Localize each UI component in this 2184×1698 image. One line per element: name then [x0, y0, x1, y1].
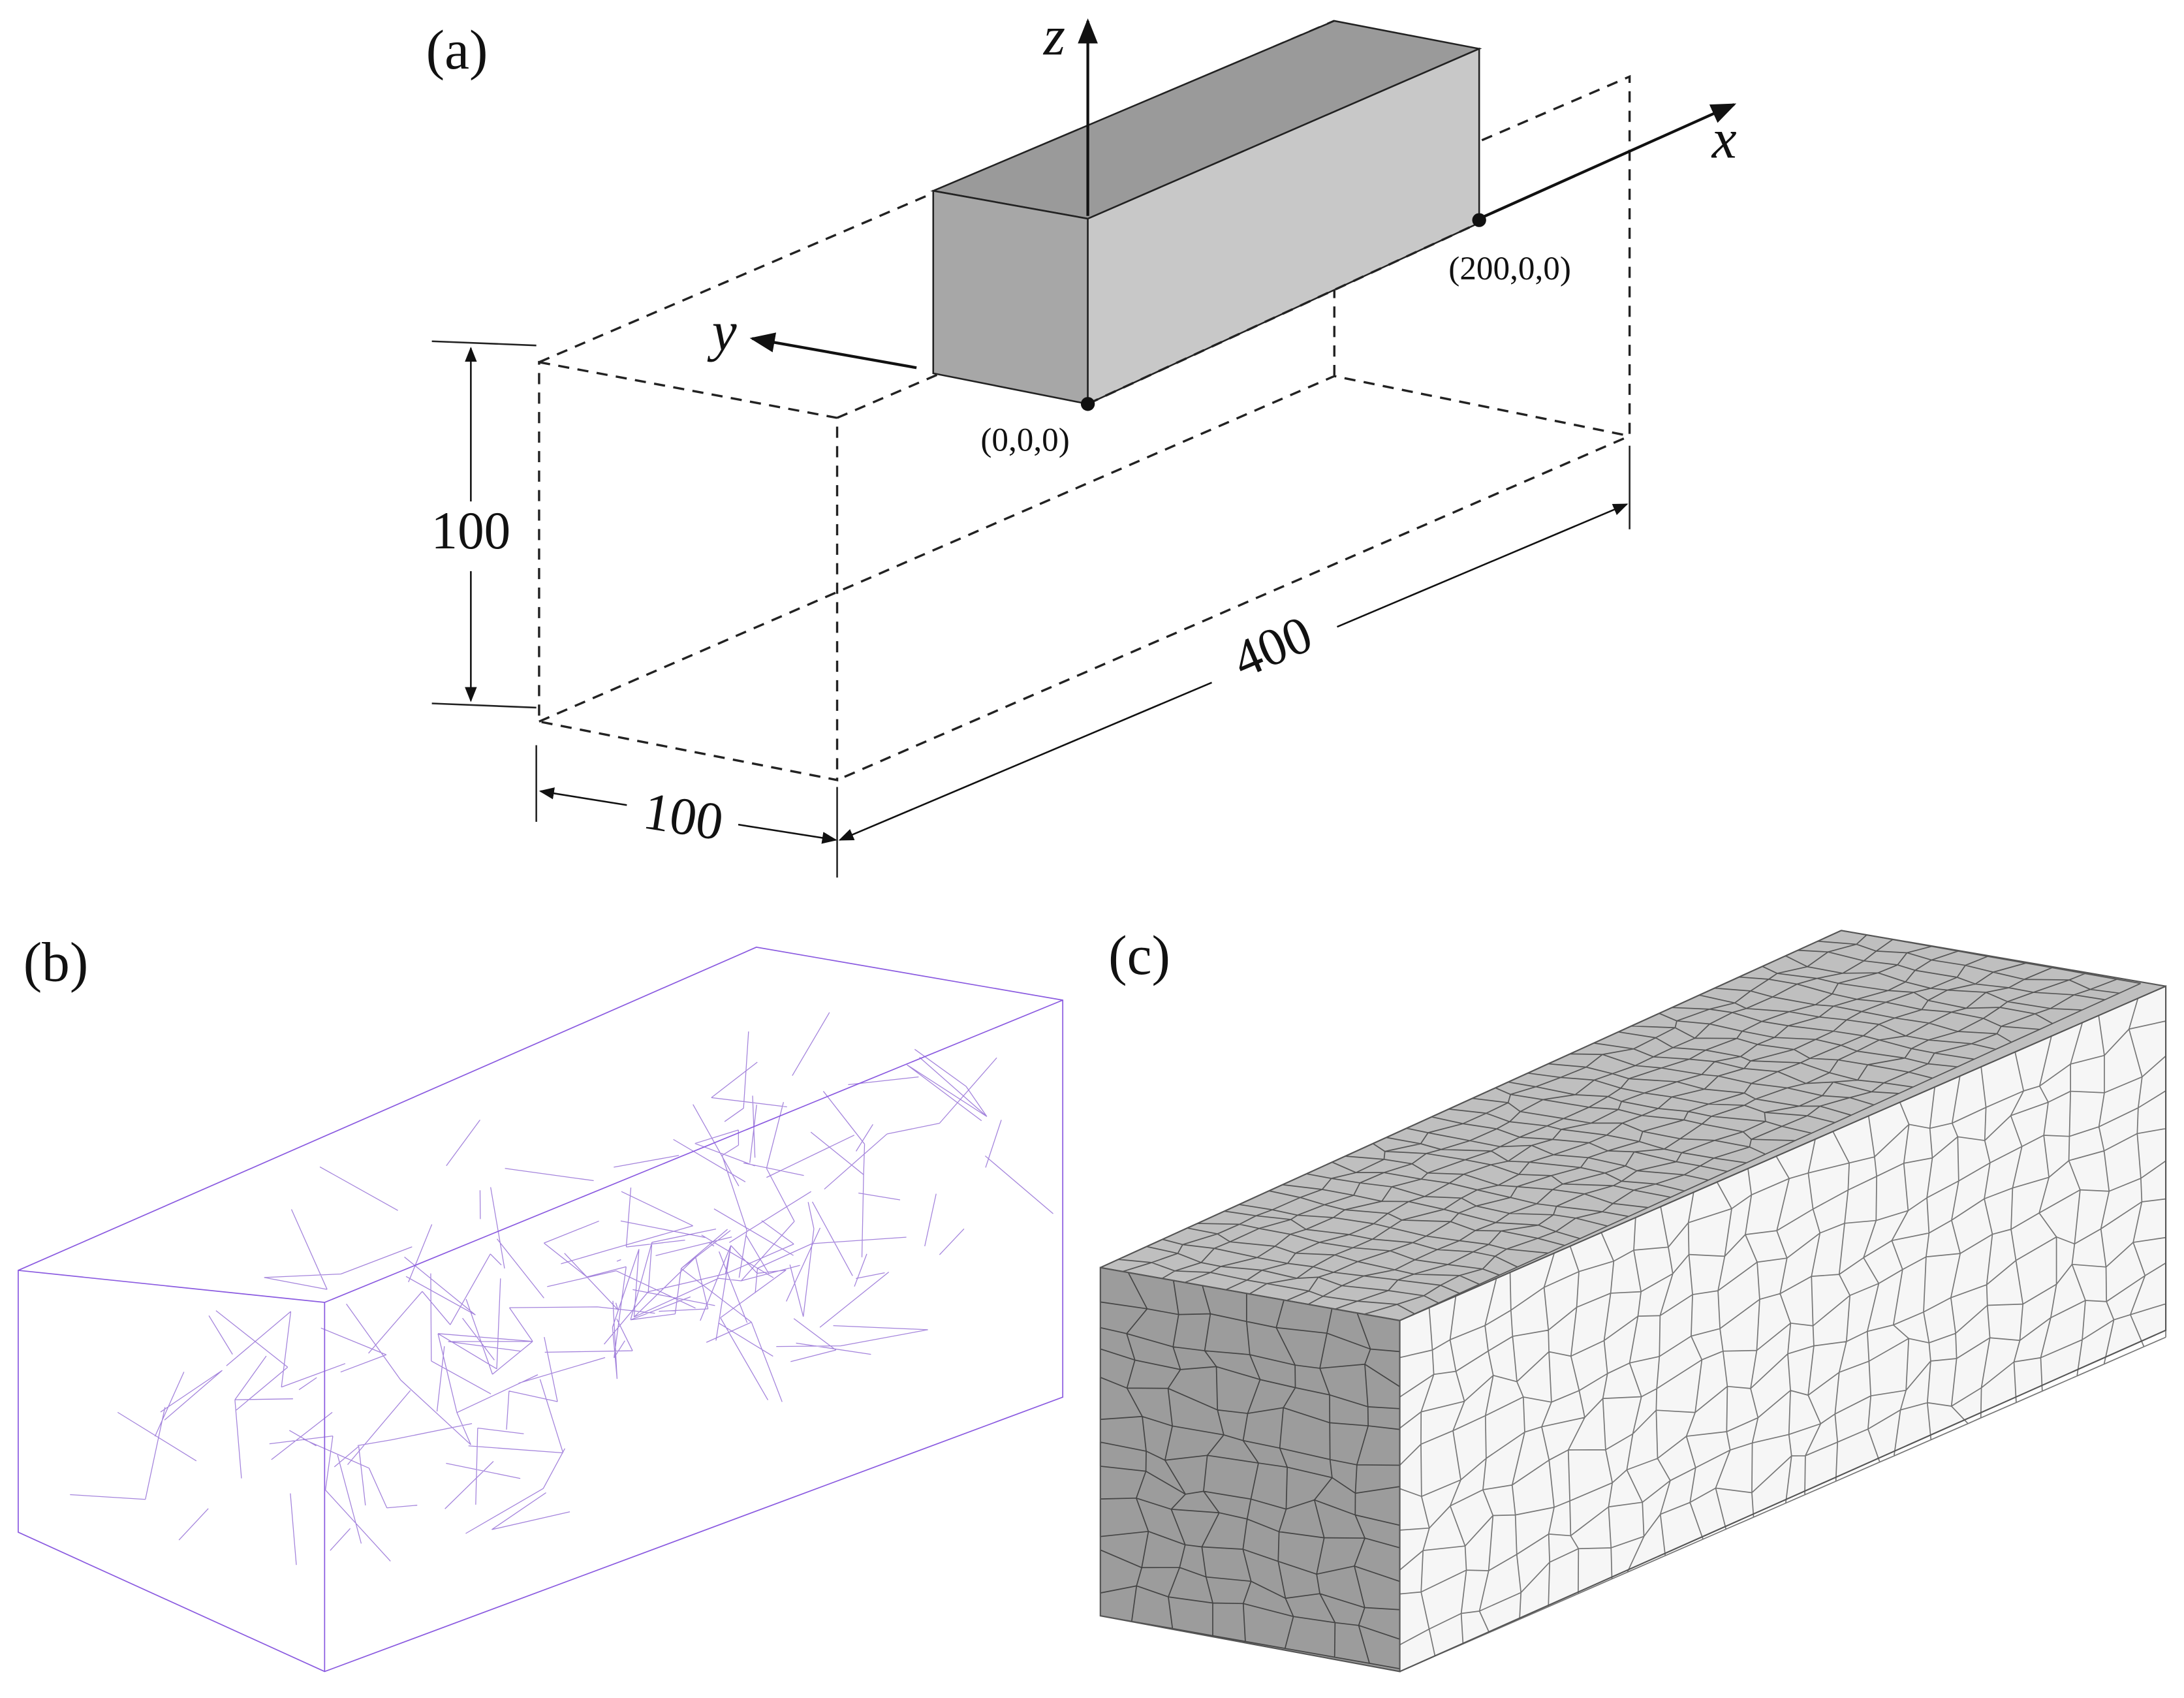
tetra-mesh	[18, 947, 1064, 1673]
mesh-edge	[1099, 930, 2167, 1673]
dimension-label: 400	[1225, 605, 1320, 689]
axis-label: x	[1711, 108, 1737, 170]
dimension-label: 100	[431, 501, 511, 560]
point	[1472, 213, 1486, 227]
y-axis	[749, 332, 917, 369]
panel-a: (a) z x y (0,0,0) (200,0,0) 100	[426, 6, 1737, 878]
panel-label: (c)	[1108, 925, 1170, 986]
point-label: (200,0,0)	[1448, 250, 1571, 287]
axis-label: y	[707, 301, 737, 362]
point	[1080, 397, 1095, 411]
panel-label: (b)	[23, 932, 89, 994]
panel-b: (b)	[18, 932, 1064, 1673]
x-axis	[1478, 103, 1737, 220]
dimension-label: 100	[640, 781, 727, 852]
solid-beam	[930, 20, 1482, 405]
point-label: (0,0,0)	[980, 421, 1069, 458]
axis-label: z	[1043, 6, 1065, 67]
mesh-edge	[18, 947, 1064, 1673]
mesh-edge	[70, 1012, 1053, 1565]
panel-c: (c)	[1099, 925, 2167, 1673]
front-face	[1100, 1267, 1400, 1672]
hidden-edge	[1087, 221, 1480, 405]
dimensions: 100 100 400	[431, 340, 1630, 878]
voronoi-mesh	[1099, 930, 2167, 1673]
panel-label: (a)	[426, 20, 488, 81]
